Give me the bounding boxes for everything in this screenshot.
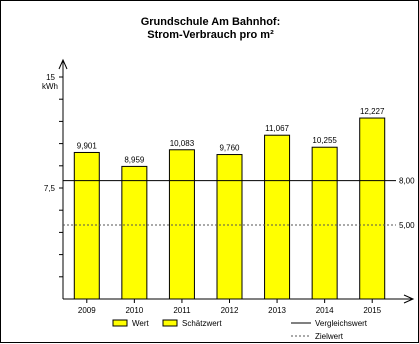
legend-swatch	[162, 319, 178, 327]
data-label: 9,901	[77, 141, 98, 150]
data-label: 12,227	[360, 107, 385, 116]
legend-label: Vergleichswert	[315, 319, 368, 328]
y-tick-label: 7,5	[44, 184, 56, 193]
bar	[216, 154, 243, 300]
x-axis-arrow	[403, 294, 415, 304]
x-tick-label: 2013	[268, 306, 286, 315]
data-label: 8,959	[124, 155, 145, 164]
legend-label: Zielwert	[315, 332, 344, 341]
legend-label: Schätzwert	[182, 319, 222, 328]
y-axis-arrow	[58, 58, 68, 70]
legend-label: Wert	[132, 319, 150, 328]
axes: 15 7,5 kWh 2009 2010 2011 2012 2013 2014 2015	[42, 58, 415, 315]
bar	[311, 146, 338, 300]
x-tick-label: 2009	[78, 306, 96, 315]
reference-line-label: 5,00	[399, 221, 415, 230]
data-label: 11,067	[265, 124, 289, 133]
data-label: 9,760	[219, 144, 240, 153]
bar	[168, 149, 195, 300]
y-tick-label: 15	[46, 73, 55, 82]
data-label: 10,083	[170, 139, 195, 148]
x-tick-label: 2015	[363, 306, 381, 315]
data-label: 10,255	[312, 136, 337, 145]
x-tick-label: 2012	[221, 306, 239, 315]
x-tick-label: 2011	[173, 306, 191, 315]
chart-title-line2: Strom-Verbrauch pro m²	[147, 29, 274, 41]
bar	[73, 151, 100, 300]
bar	[264, 134, 291, 300]
reference-lines: 8,00 5,00	[63, 177, 415, 230]
chart-title-line1: Grundschule Am Bahnhof:	[140, 16, 281, 28]
chart-title: Grundschule Am Bahnhof: Strom-Verbrauch …	[1, 16, 419, 42]
x-tick-label: 2010	[125, 306, 143, 315]
x-tick-label: 2014	[316, 306, 334, 315]
bars: 9,901 8,959 10,083 9,760 11,067 10,255 12,227	[73, 107, 386, 300]
legend-swatch	[112, 319, 128, 327]
reference-line-label: 8,00	[399, 177, 415, 186]
legend: Wert Schätzwert Vergleichswert Zielwert	[112, 319, 368, 341]
y-axis-label: kWh	[42, 82, 58, 91]
bar	[359, 117, 386, 300]
bar	[121, 165, 148, 300]
